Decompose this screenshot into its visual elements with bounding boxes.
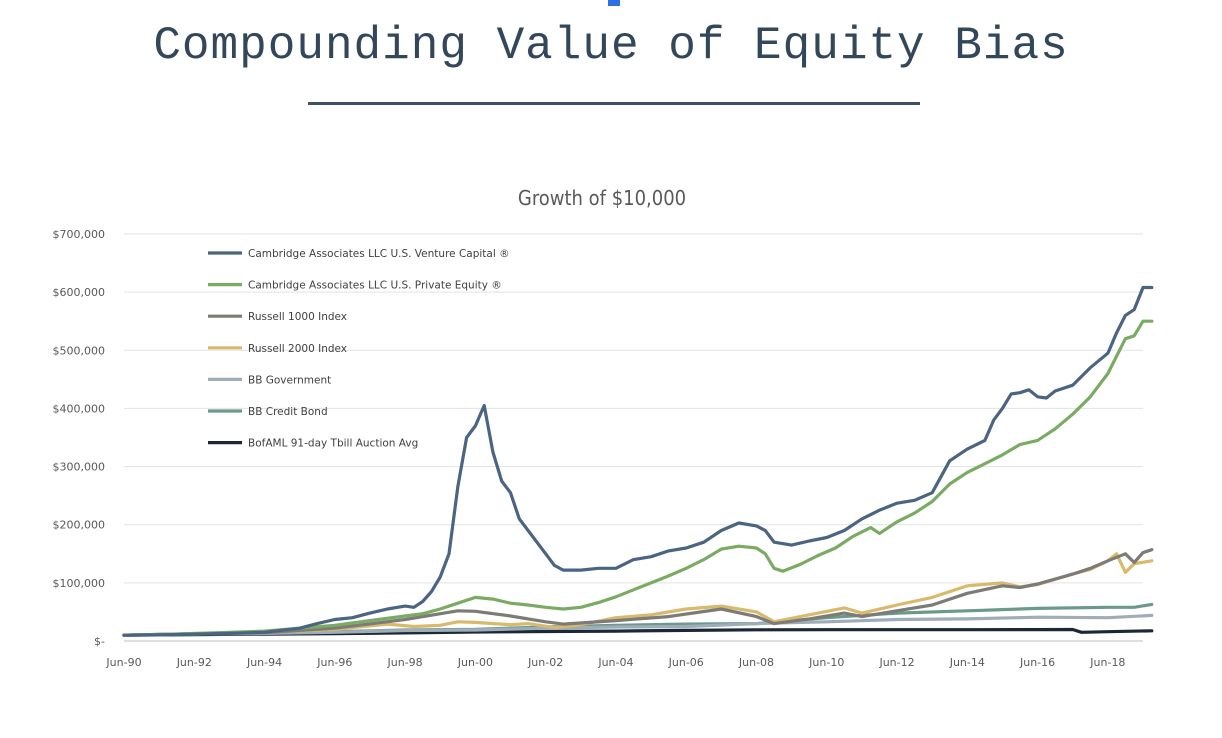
- series-line: [122, 613, 1154, 637]
- y-tick-label: $-: [94, 635, 105, 648]
- title-underline: [308, 102, 920, 105]
- y-axis: $- $100,000 $200,000 $300,000 $400,000 $500,0…: [53, 228, 106, 648]
- x-tick-label: Jun-18: [1089, 656, 1125, 669]
- gridlines: [124, 233, 1143, 642]
- y-tick-label: $700,000: [53, 228, 106, 241]
- legend-label: Cambridge Associates LLC U.S. Venture Ca…: [248, 248, 510, 260]
- x-tick-label: Jun-00: [457, 656, 493, 669]
- x-tick-label: Jun-92: [176, 656, 212, 669]
- y-tick-label: $400,000: [53, 402, 106, 415]
- x-tick-label: Jun-12: [878, 656, 914, 669]
- y-tick-label: $100,000: [53, 577, 106, 590]
- x-tick-label: Jun-16: [1019, 656, 1055, 669]
- legend-label: Russell 2000 Index: [248, 343, 347, 355]
- y-tick-label: $200,000: [53, 519, 106, 532]
- y-tick-label: $600,000: [53, 286, 106, 299]
- series-line: [122, 285, 1154, 637]
- y-tick-label: $500,000: [53, 344, 106, 357]
- x-tick-label: Jun-02: [527, 656, 563, 669]
- selection-marker: [608, 0, 620, 6]
- x-tick-label: Jun-98: [387, 656, 423, 669]
- series-line: [122, 319, 1154, 637]
- slide-title: Compounding Value of Equity Bias: [153, 20, 1069, 72]
- legend-label: BB Credit Bond: [248, 406, 328, 418]
- legend-label: BB Government: [248, 374, 331, 386]
- series-line: [122, 548, 1154, 637]
- x-tick-label: Jun-10: [808, 656, 844, 669]
- legend-label: Russell 1000 Index: [248, 311, 347, 323]
- series-line: [122, 552, 1154, 637]
- x-tick-label: Jun-94: [246, 656, 282, 669]
- chart-title: Growth of $10,000: [518, 186, 686, 210]
- y-tick-label: $300,000: [53, 461, 106, 474]
- x-tick-label: Jun-06: [668, 656, 704, 669]
- series-lines: [122, 285, 1154, 637]
- x-tick-label: Jun-90: [105, 656, 141, 669]
- x-tick-label: Jun-14: [949, 656, 985, 669]
- x-tick-label: Jun-08: [738, 656, 774, 669]
- x-tick-label: Jun-96: [316, 656, 352, 669]
- legend-label: Cambridge Associates LLC U.S. Private Eq…: [248, 280, 502, 292]
- x-axis: Jun-90 Jun-92 Jun-94 Jun-96 Jun-98 Jun-00 Jun-…: [105, 656, 1125, 669]
- x-tick-label: Jun-04: [597, 656, 633, 669]
- legend: Cambridge Associates LLC U.S. Venture Ca…: [208, 248, 510, 450]
- legend-label: BofAML 91-day Tbill Auction Avg: [248, 438, 418, 450]
